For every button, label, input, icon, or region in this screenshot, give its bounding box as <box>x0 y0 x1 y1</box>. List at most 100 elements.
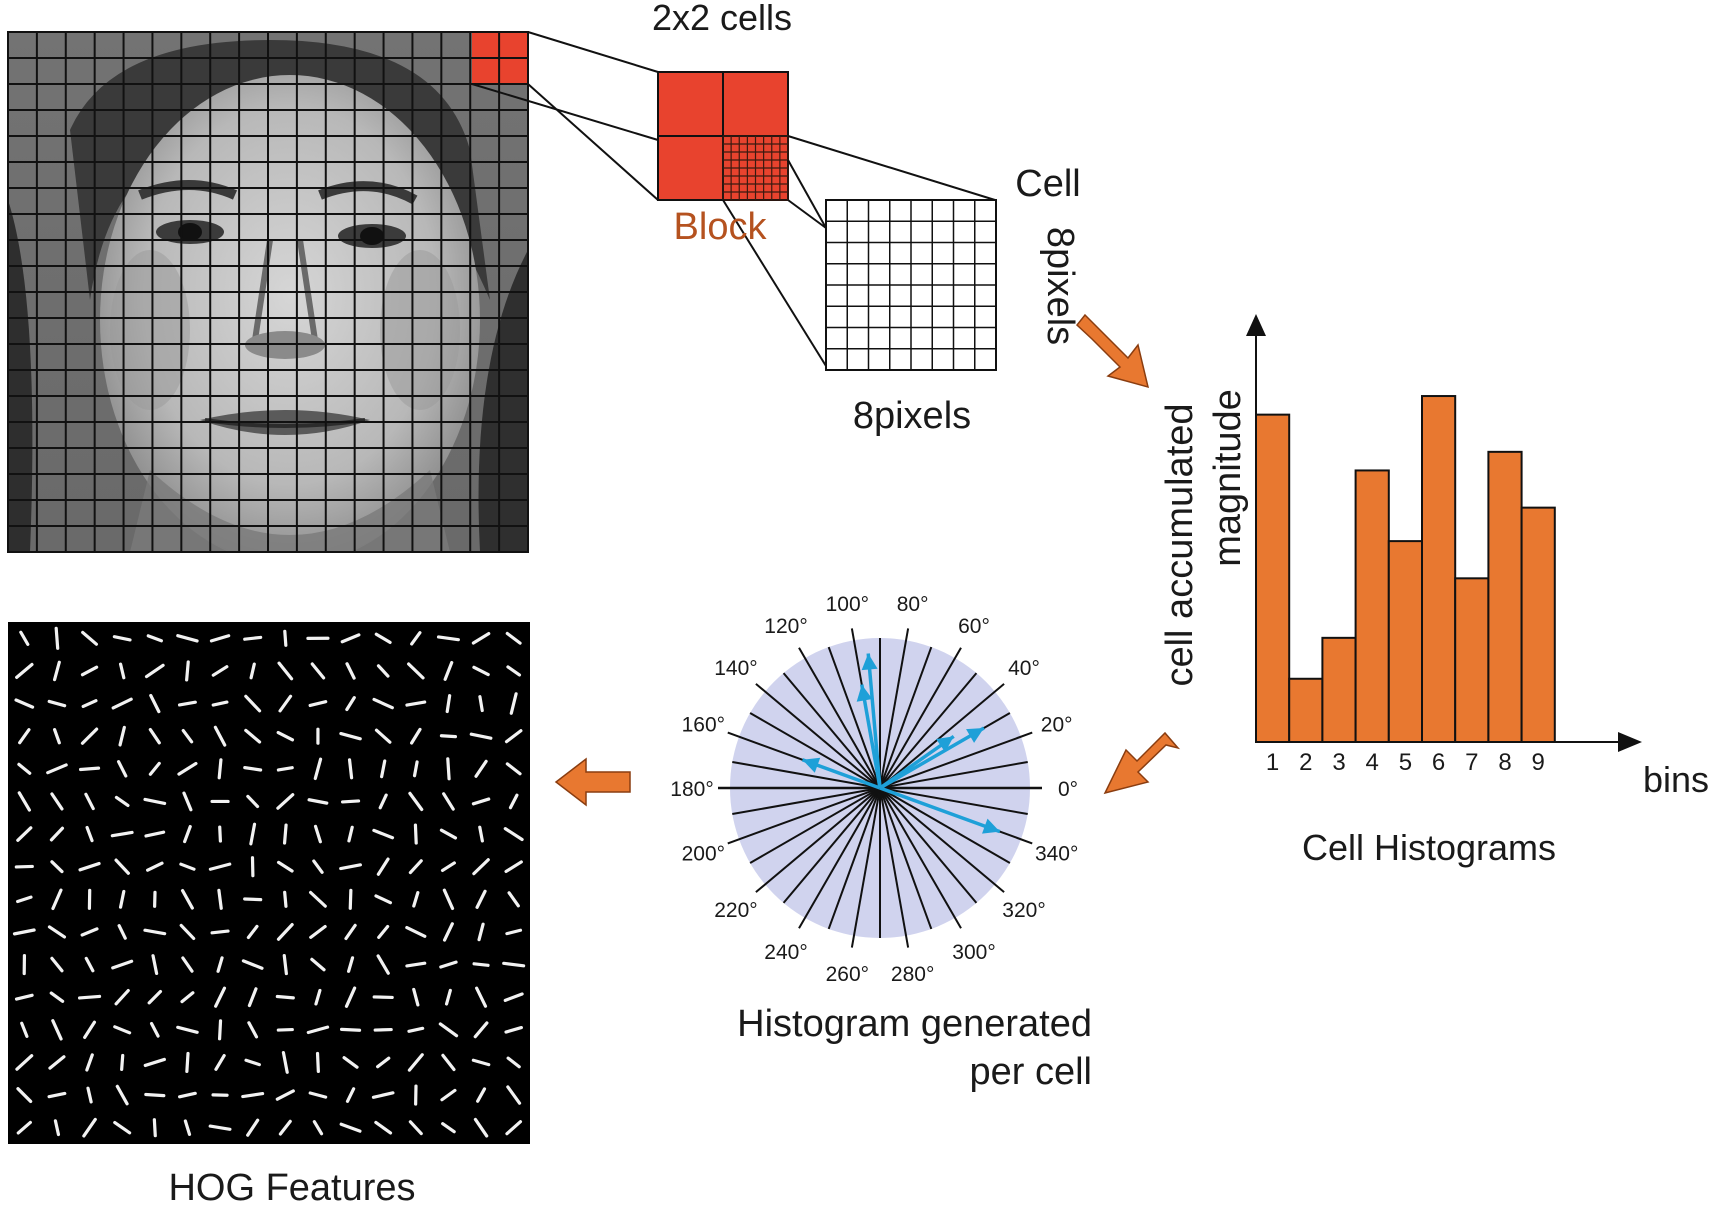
cell-8x8-grid <box>825 199 997 371</box>
hog-glyph <box>344 986 357 1008</box>
hog-glyph <box>505 631 522 645</box>
hog-glyph <box>178 1091 197 1099</box>
polar-angle-label: 200° <box>682 842 725 865</box>
hog-glyph <box>180 991 195 1004</box>
gradient-arrowhead <box>936 736 954 753</box>
gradient-arrowhead <box>856 684 873 702</box>
hog-glyph <box>52 727 61 745</box>
polar-angle-label: 120° <box>764 615 807 638</box>
hog-glyph <box>276 923 294 941</box>
histogram-bar <box>1421 395 1457 743</box>
hog-glyph <box>20 1021 29 1038</box>
hog-glyph <box>281 1051 289 1074</box>
hog-glyph <box>217 758 223 780</box>
polar-angle-label: 260° <box>826 963 869 986</box>
gradient-arrow <box>860 684 882 789</box>
hog-glyph <box>51 888 63 911</box>
gradient-arrowhead <box>982 818 1000 834</box>
hog-glyph <box>149 1021 160 1038</box>
histogram-bar <box>1520 506 1556 744</box>
hog-glyph <box>344 923 357 941</box>
hog-glyph <box>306 1025 330 1035</box>
hog-glyph <box>307 798 329 805</box>
label-hist-ylabel-line2: magnitude <box>1207 389 1249 566</box>
hog-glyph <box>505 762 522 776</box>
hog-glyph <box>471 1058 491 1067</box>
hog-glyph <box>504 1025 523 1034</box>
hog-glyph <box>176 634 199 643</box>
hog-glyph <box>503 992 524 1002</box>
hog-glyph <box>374 728 392 744</box>
hog-glyph <box>372 995 394 1000</box>
label-block: Block <box>674 206 768 248</box>
hog-glyph <box>439 960 458 969</box>
hog-glyph <box>217 888 223 910</box>
hog-glyph <box>179 862 196 871</box>
hog-glyph <box>376 954 390 975</box>
hog-glyph <box>19 630 30 646</box>
hog-glyph <box>283 629 288 647</box>
hog-glyph <box>217 1019 223 1041</box>
hog-glyph <box>147 989 163 1005</box>
hog-glyph <box>183 824 192 844</box>
hog-glyph <box>247 987 258 1008</box>
hog-glyph <box>146 634 163 643</box>
hog-glyph <box>246 1118 260 1137</box>
hog-glyph <box>408 1120 423 1136</box>
face-image-panel <box>7 31 529 553</box>
hog-glyph <box>275 1089 295 1101</box>
hog-glyph <box>475 889 487 909</box>
gradient-arrowhead <box>966 728 984 743</box>
polar-angle-label: 320° <box>1002 899 1045 922</box>
hog-glyph <box>506 665 522 677</box>
hog-glyph <box>152 1118 157 1138</box>
hog-glyph <box>372 828 395 840</box>
hog-glyph <box>14 993 34 1001</box>
hog-glyph <box>78 861 101 872</box>
hog-glyph <box>18 728 31 745</box>
hog-glyph <box>211 665 229 677</box>
polar-angle-label: 100° <box>826 593 869 616</box>
hog-glyph <box>505 928 523 936</box>
hog-glyph <box>16 826 33 842</box>
hog-glyph <box>309 924 327 939</box>
hog-glyph <box>77 994 102 1000</box>
hog-glyph <box>47 699 67 708</box>
hog-glyph <box>340 799 361 804</box>
hog-glyph <box>380 759 387 779</box>
hog-glyph <box>182 791 193 812</box>
hog-glyph <box>478 695 484 713</box>
hog-glyph <box>348 888 353 910</box>
hog-glyph <box>51 1019 63 1041</box>
hog-glyph <box>412 891 420 908</box>
hog-glyph <box>16 895 33 904</box>
histogram-bar <box>1288 677 1324 744</box>
hog-glyph <box>116 760 128 778</box>
hog-glyph <box>436 635 460 642</box>
hog-glyph <box>82 1117 97 1138</box>
hog-glyph <box>446 757 451 781</box>
hog-glyph <box>148 761 161 776</box>
hog-glyph <box>278 694 293 713</box>
hog-glyph <box>243 897 263 902</box>
hog-glyph <box>275 994 295 1000</box>
hog-glyph <box>372 697 394 710</box>
bin-label: 5 <box>1399 749 1412 776</box>
hog-glyph <box>50 860 64 874</box>
hog-glyph <box>408 791 424 812</box>
hog-glyph <box>407 1026 425 1033</box>
hog-glyph <box>144 1092 166 1098</box>
orange-arrow-down-left <box>1103 731 1181 795</box>
polar-angle-label: 180° <box>670 778 713 801</box>
hog-glyph <box>243 766 263 772</box>
hog-glyph <box>52 660 61 682</box>
polar-angle-label: 280° <box>891 963 934 986</box>
bin-label: 7 <box>1465 749 1478 776</box>
hog-glyph <box>80 927 99 937</box>
bin-label: 1 <box>1266 749 1279 776</box>
hog-glyph <box>180 888 194 910</box>
label-cell: Cell <box>1015 163 1080 205</box>
hog-glyph <box>502 961 526 968</box>
hog-glyph <box>310 957 326 972</box>
histogram-bar <box>1255 413 1291 743</box>
